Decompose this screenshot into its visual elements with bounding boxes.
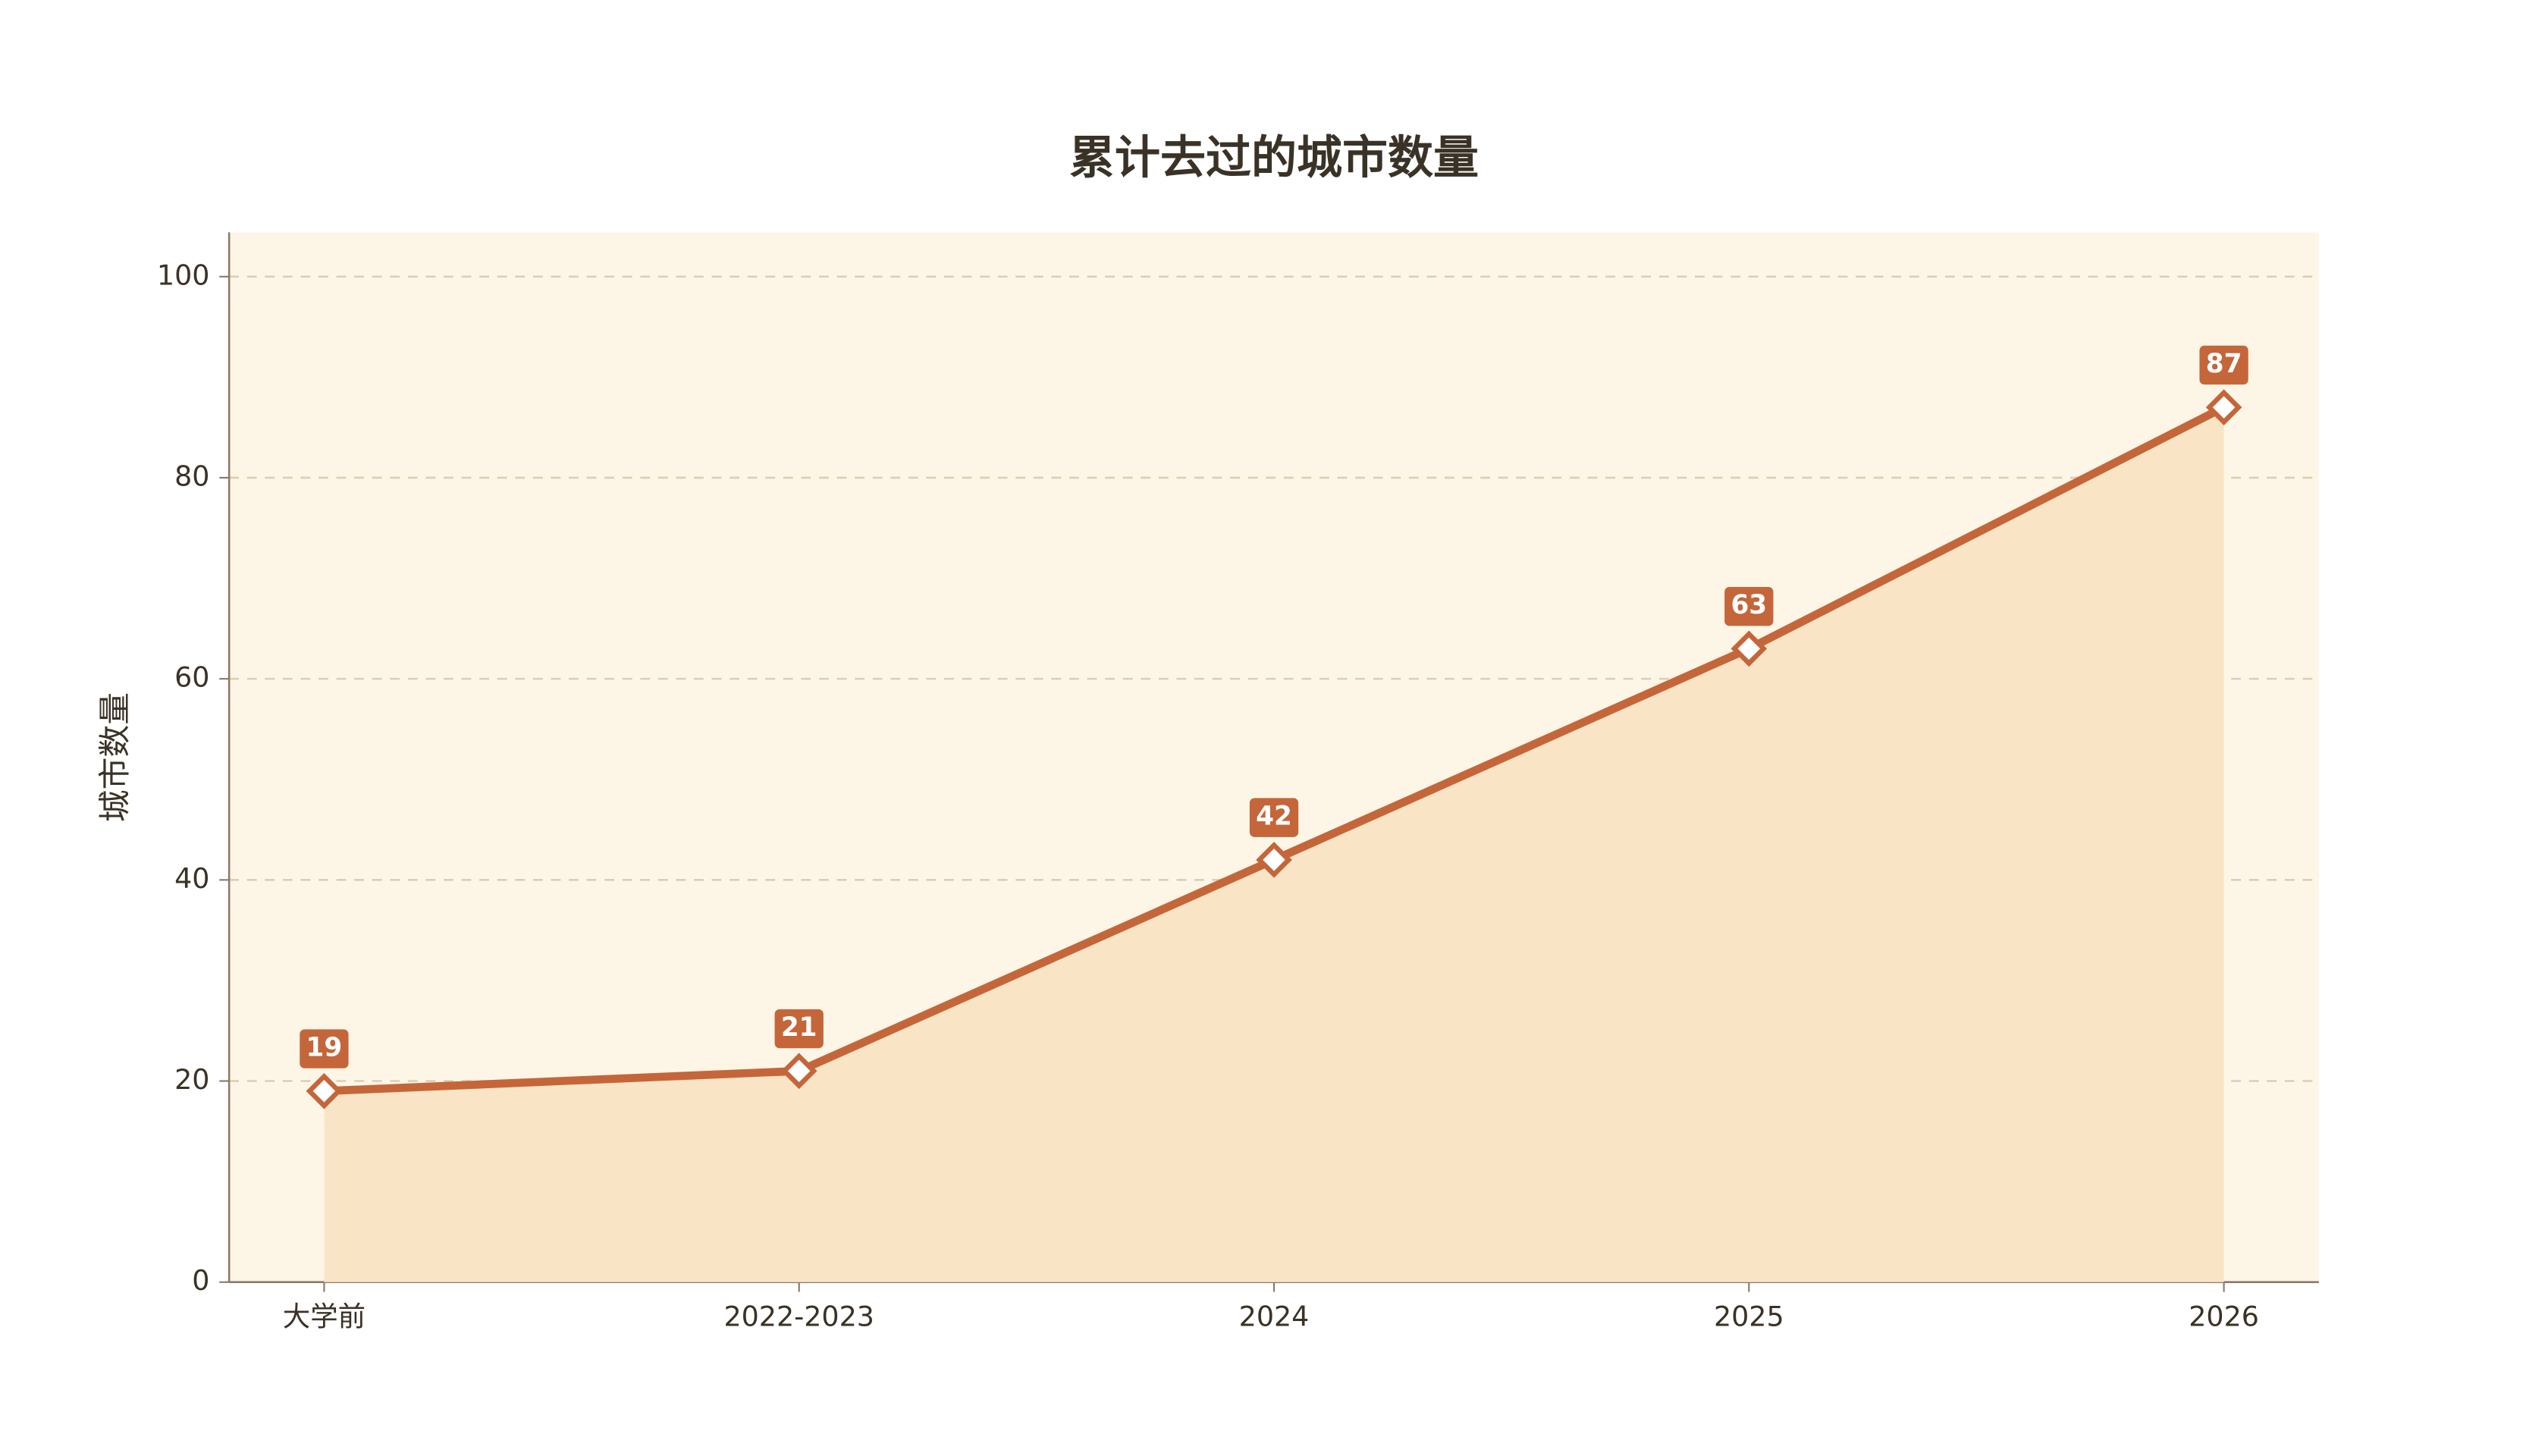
x-tick-label: 2022-2023	[723, 1300, 874, 1332]
area	[324, 407, 2224, 1282]
y-tick-label: 100	[157, 259, 210, 291]
x-tick-label: 2024	[1239, 1300, 1310, 1332]
marker	[2205, 389, 2242, 425]
data-label: 19	[306, 1033, 343, 1063]
y-tick-label: 80	[174, 460, 209, 492]
data-label-box	[300, 1029, 349, 1068]
y-tick-label: 0	[192, 1264, 209, 1297]
y-tick-label: 40	[174, 862, 209, 895]
chart-title: 累计去过的城市数量	[1069, 132, 1479, 185]
data-label: 42	[1256, 802, 1292, 832]
x-tick-label: 2025	[1714, 1300, 1784, 1332]
x-tick-label: 2026	[2189, 1300, 2259, 1332]
data-label-box	[2199, 345, 2248, 385]
data-label-box	[1249, 798, 1299, 837]
data-label-box	[1724, 586, 1774, 626]
marker	[306, 1072, 343, 1109]
y-tick-label: 20	[174, 1063, 209, 1096]
data-label: 63	[1731, 590, 1767, 620]
data-label-box	[774, 1009, 824, 1049]
data-label: 87	[2206, 349, 2242, 379]
y-axis-label: 城市数量	[96, 692, 134, 822]
marker	[1731, 630, 1768, 667]
marker	[1256, 841, 1292, 878]
y-tick-label: 60	[174, 661, 209, 694]
data-label: 21	[781, 1012, 817, 1043]
marker	[780, 1053, 817, 1090]
x-tick-label: 大学前	[283, 1300, 366, 1332]
